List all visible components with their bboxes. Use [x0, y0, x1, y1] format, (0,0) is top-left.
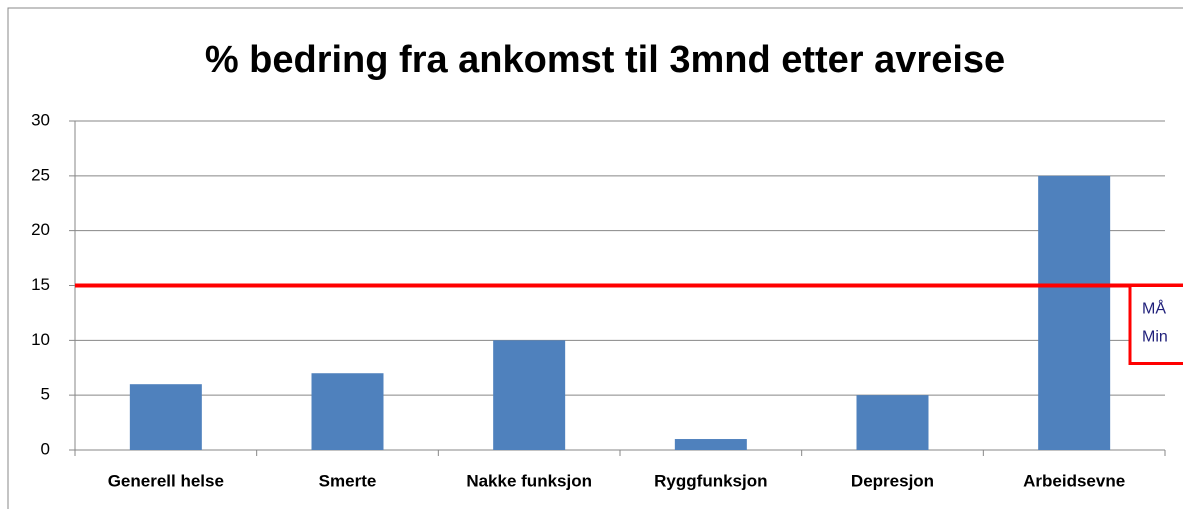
annotation-box: [1128, 284, 1183, 365]
x-tick-label: Nakke funksjon: [466, 471, 592, 490]
y-tick-label: 30: [31, 110, 50, 129]
bar: [856, 395, 929, 450]
y-tick-label: 15: [31, 275, 50, 294]
chart-frame: [7, 7, 1183, 509]
bar: [493, 340, 566, 450]
x-tick-label: Arbeidsevne: [1023, 471, 1125, 490]
chart-title: % bedring fra ankomst til 3mnd etter avr…: [205, 39, 1005, 81]
annotation-text: Min: [1142, 329, 1168, 346]
y-tick-label: 25: [31, 165, 50, 184]
x-tick-label: Ryggfunksjon: [654, 471, 767, 490]
bar: [1038, 175, 1111, 451]
y-tick-label: 5: [41, 385, 50, 404]
x-tick-label: Depresjon: [851, 471, 934, 490]
x-tick-label: Smerte: [319, 471, 377, 490]
bar: [311, 373, 384, 450]
y-tick-label: 20: [31, 220, 50, 239]
x-tick-label: Generell helse: [108, 471, 224, 490]
y-tick-label: 0: [41, 439, 50, 458]
y-tick-label: 10: [31, 330, 50, 349]
bar: [674, 439, 747, 450]
bar: [129, 384, 202, 450]
annotation-text: MÅ: [1142, 299, 1166, 318]
